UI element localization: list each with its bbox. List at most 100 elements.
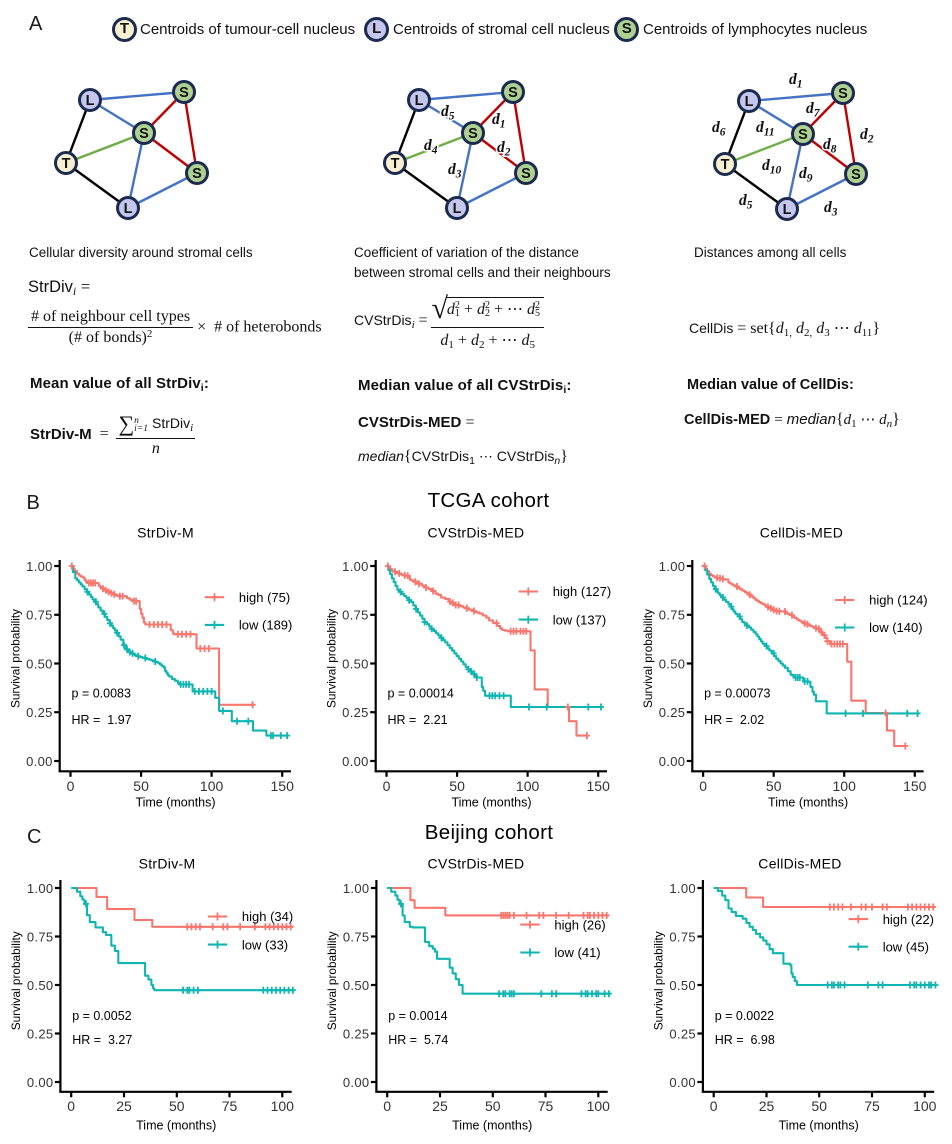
svg-text:HR = 2.21: HR = 2.21: [388, 713, 448, 727]
svg-text:d7: d7: [806, 100, 821, 120]
svg-text:StrDiv-M: StrDiv-M: [139, 856, 196, 872]
svg-text:0.25: 0.25: [342, 705, 369, 720]
svg-text:0: 0: [67, 778, 75, 794]
svg-text:1.00: 1.00: [27, 881, 54, 896]
svg-text:0.00: 0.00: [26, 754, 53, 769]
svg-text:0.00: 0.00: [659, 754, 686, 769]
svg-text:StrDiv-M: StrDiv-M: [137, 525, 194, 541]
svg-text:1.00: 1.00: [659, 559, 686, 574]
svg-text:HR = 1.97: HR = 1.97: [72, 713, 132, 727]
svg-text:0.75: 0.75: [342, 608, 369, 623]
svg-text:d8: d8: [823, 136, 837, 156]
svg-text:1.00: 1.00: [26, 559, 53, 574]
svg-text:0.50: 0.50: [342, 656, 369, 671]
svg-text:25: 25: [759, 1098, 775, 1114]
svg-text:high (26): high (26): [554, 917, 605, 932]
svg-text:T: T: [391, 156, 400, 172]
svg-text:0.25: 0.25: [343, 1026, 370, 1041]
svg-text:S: S: [179, 85, 189, 101]
svg-text:50: 50: [766, 778, 782, 794]
svg-text:0: 0: [383, 1098, 391, 1114]
svg-text:Survival probability: Survival probability: [325, 609, 339, 708]
svg-text:d6: d6: [712, 119, 726, 139]
svg-text:0.50: 0.50: [26, 656, 53, 671]
svg-text:0.00: 0.00: [669, 1075, 696, 1090]
svg-text:L: L: [86, 93, 95, 109]
svg-text:100: 100: [913, 1098, 937, 1114]
svg-text:d1: d1: [492, 111, 506, 131]
svg-text:d5: d5: [441, 103, 455, 123]
svg-text:T: T: [62, 156, 71, 172]
svg-text:CellDis-MED: CellDis-MED: [760, 525, 843, 541]
svg-text:0.50: 0.50: [659, 656, 686, 671]
svg-text:0.25: 0.25: [669, 1026, 696, 1041]
svg-text:150: 150: [903, 778, 927, 794]
svg-text:S: S: [468, 126, 478, 142]
svg-text:low (189): low (189): [239, 618, 292, 633]
svg-text:0.00: 0.00: [27, 1075, 54, 1090]
svg-text:p = 0.00014: p = 0.00014: [388, 687, 454, 701]
svg-text:low (140): low (140): [869, 620, 922, 635]
svg-text:L: L: [415, 93, 424, 109]
svg-text:d2: d2: [860, 126, 874, 146]
svg-text:HR = 2.02: HR = 2.02: [704, 713, 764, 727]
svg-text:CellDis-MED: CellDis-MED: [758, 856, 841, 872]
svg-text:100: 100: [516, 778, 540, 794]
svg-text:75: 75: [864, 1098, 880, 1114]
svg-text:Time (months): Time (months): [136, 1119, 216, 1133]
svg-text:HR = 6.98: HR = 6.98: [715, 1033, 775, 1047]
svg-text:75: 75: [538, 1098, 554, 1114]
svg-text:150: 150: [587, 778, 611, 794]
svg-text:Time (months): Time (months): [451, 796, 531, 810]
svg-text:d10: d10: [762, 157, 782, 177]
svg-text:Time (months): Time (months): [779, 1119, 859, 1133]
svg-text:d1: d1: [789, 71, 803, 91]
svg-text:0.25: 0.25: [26, 705, 53, 720]
svg-text:CVStrDis-MED: CVStrDis-MED: [428, 856, 525, 872]
svg-text:0.25: 0.25: [659, 705, 686, 720]
svg-text:0.50: 0.50: [343, 978, 370, 993]
svg-text:50: 50: [449, 778, 465, 794]
svg-text:100: 100: [833, 778, 857, 794]
svg-text:100: 100: [587, 1098, 611, 1114]
svg-text:S: S: [521, 166, 531, 182]
svg-text:L: L: [124, 201, 133, 217]
svg-text:T: T: [721, 157, 730, 173]
svg-text:low (137): low (137): [553, 612, 606, 627]
svg-text:S: S: [508, 85, 518, 101]
svg-text:low (33): low (33): [242, 937, 288, 952]
svg-text:0.75: 0.75: [659, 608, 686, 623]
svg-text:50: 50: [485, 1098, 501, 1114]
svg-text:p = 0.0052: p = 0.0052: [72, 1009, 131, 1023]
svg-text:0.00: 0.00: [342, 754, 369, 769]
svg-text:S: S: [139, 126, 149, 142]
svg-text:HR = 3.27: HR = 3.27: [72, 1033, 132, 1047]
svg-text:p = 0.0014: p = 0.0014: [388, 1009, 447, 1023]
svg-text:d9: d9: [799, 165, 813, 185]
svg-text:0.75: 0.75: [669, 929, 696, 944]
svg-text:Time (months): Time (months): [768, 796, 848, 810]
svg-text:HR = 5.74: HR = 5.74: [388, 1033, 448, 1047]
svg-text:1.00: 1.00: [343, 881, 370, 896]
svg-text:high (127): high (127): [553, 584, 612, 599]
svg-text:100: 100: [200, 778, 224, 794]
svg-text:0.50: 0.50: [27, 978, 54, 993]
svg-text:Survival probability: Survival probability: [652, 931, 666, 1030]
svg-text:S: S: [192, 166, 202, 182]
svg-text:1.00: 1.00: [342, 559, 369, 574]
svg-text:Time (months): Time (months): [135, 796, 215, 810]
svg-text:d3: d3: [824, 199, 838, 219]
svg-text:L: L: [453, 201, 462, 217]
svg-text:high (75): high (75): [239, 590, 290, 605]
svg-text:p = 0.0083: p = 0.0083: [72, 687, 131, 701]
svg-text:d5: d5: [739, 192, 753, 212]
svg-text:0: 0: [699, 778, 707, 794]
svg-text:d11: d11: [756, 119, 775, 139]
svg-text:S: S: [838, 86, 848, 102]
svg-text:Survival probability: Survival probability: [641, 609, 655, 708]
svg-text:Survival probability: Survival probability: [9, 609, 23, 708]
svg-text:L: L: [745, 94, 754, 110]
svg-text:Time (months): Time (months): [452, 1119, 532, 1133]
svg-text:high (22): high (22): [883, 912, 934, 927]
svg-text:75: 75: [222, 1098, 238, 1114]
